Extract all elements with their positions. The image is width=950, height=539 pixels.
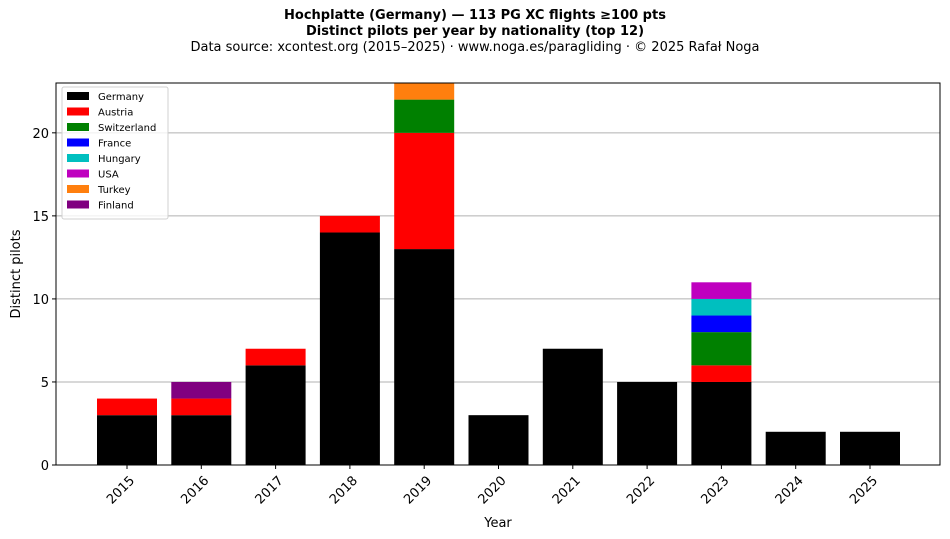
legend-label: Germany bbox=[98, 92, 144, 103]
bar-segment bbox=[394, 83, 455, 100]
bar-segment bbox=[245, 365, 306, 465]
legend-label: Hungary bbox=[98, 154, 141, 165]
legend-label: Turkey bbox=[97, 185, 131, 196]
bar-segment bbox=[394, 99, 455, 133]
legend-label: France bbox=[98, 139, 131, 150]
bar-segment bbox=[394, 249, 455, 465]
legend-swatch bbox=[67, 169, 89, 178]
x-tick-label: 2019 bbox=[401, 473, 435, 507]
legend-swatch bbox=[67, 138, 89, 147]
bar-segment bbox=[765, 431, 826, 465]
bar-segment bbox=[691, 381, 752, 465]
bar-segment bbox=[245, 348, 306, 366]
x-tick-label: 2024 bbox=[773, 473, 807, 507]
bar-segment bbox=[319, 215, 380, 233]
legend-swatch bbox=[67, 185, 89, 193]
x-tick-label: 2015 bbox=[104, 473, 138, 507]
x-tick-label: 2022 bbox=[624, 473, 658, 507]
bar-segment bbox=[468, 415, 529, 465]
bar-segment bbox=[97, 398, 157, 416]
legend: Germany Austria Switzerland France Hungary US… bbox=[61, 86, 169, 220]
legend-label: Switzerland bbox=[98, 123, 156, 134]
bar-segment bbox=[691, 332, 752, 366]
y-axis: 0 5 10 15 20 bbox=[32, 127, 56, 474]
bar-segment bbox=[617, 381, 678, 465]
y-tick-label: 0 bbox=[41, 459, 49, 474]
chart-header: Hochplatte (Germany) — 113 PG XC flights… bbox=[0, 8, 950, 56]
legend-label: USA bbox=[98, 170, 119, 181]
bar-segment bbox=[691, 365, 752, 382]
y-tick-label: 20 bbox=[32, 127, 49, 142]
legend-swatch bbox=[67, 123, 89, 131]
bar-segment bbox=[171, 381, 232, 399]
bar-segment bbox=[394, 132, 455, 250]
legend-label: Austria bbox=[98, 108, 133, 119]
x-tick-label: 2016 bbox=[178, 473, 212, 507]
bar-segment bbox=[171, 398, 232, 416]
legend-swatch bbox=[67, 200, 89, 209]
x-tick-label: 2018 bbox=[327, 473, 361, 507]
legend-swatch bbox=[67, 92, 89, 100]
x-axis: 2015 2016 2017 2018 2019 2020 2021 2022 2023 2024… bbox=[104, 465, 881, 507]
bar-segment bbox=[171, 415, 232, 465]
legend-swatch bbox=[67, 107, 89, 116]
x-tick-label: 2020 bbox=[476, 473, 510, 507]
bar-segment bbox=[97, 415, 157, 465]
bar-segment bbox=[691, 282, 752, 299]
x-tick-label: 2023 bbox=[698, 473, 732, 507]
bar-segment bbox=[691, 298, 752, 316]
chart-title-line-2: Distinct pilots per year by nationality … bbox=[305, 24, 645, 39]
chart-title-line-1: Hochplatte (Germany) — 113 PG XC flights… bbox=[284, 8, 666, 23]
chart-subtitle: Data source: xcontest.org (2015–2025) · … bbox=[190, 40, 760, 55]
grid-lines bbox=[56, 132, 940, 383]
legend-swatch bbox=[67, 154, 89, 162]
y-tick-label: 15 bbox=[32, 210, 49, 225]
bar-segment bbox=[542, 348, 603, 465]
bar-segment bbox=[840, 431, 900, 465]
y-tick-label: 10 bbox=[32, 293, 49, 308]
x-tick-label: 2025 bbox=[847, 473, 881, 507]
bar-segment bbox=[691, 315, 752, 333]
legend-label: Finland bbox=[98, 201, 134, 212]
y-tick-label: 5 bbox=[41, 376, 49, 391]
y-axis-label: Distinct pilots bbox=[9, 229, 24, 318]
bar-segment bbox=[319, 232, 380, 465]
bars bbox=[97, 83, 900, 465]
x-tick-label: 2021 bbox=[550, 473, 584, 507]
x-tick-label: 2017 bbox=[253, 473, 287, 507]
x-axis-label: Year bbox=[483, 516, 512, 531]
